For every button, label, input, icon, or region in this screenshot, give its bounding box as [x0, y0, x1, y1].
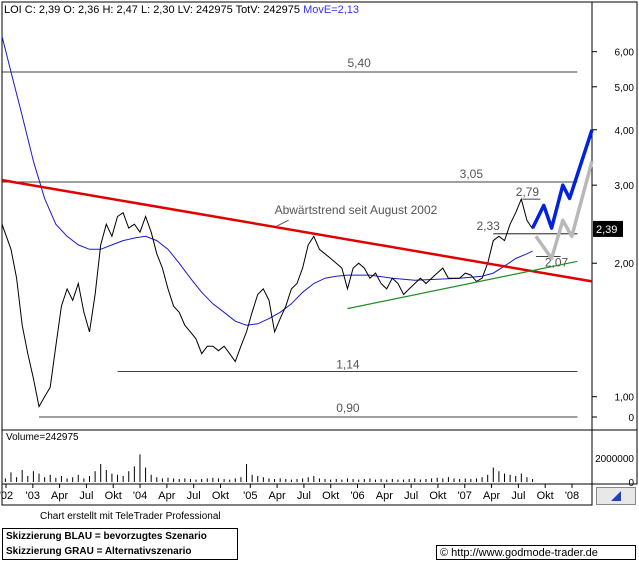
- x-tick-label: Jul: [511, 490, 525, 502]
- source-url[interactable]: © http://www.godmode-trader.de: [436, 545, 636, 560]
- x-tick-label: Okt: [105, 490, 122, 502]
- volume-label: Volume=242975: [6, 432, 79, 443]
- volume-bars: 2000000 0: [4, 454, 634, 489]
- x-tick-label: '04: [133, 490, 147, 502]
- x-tick-label: Jul: [404, 490, 418, 502]
- x-tick-label: Apr: [51, 490, 68, 502]
- moving-average-text: MovE=2,13: [303, 4, 360, 16]
- scenario-blue-line: [531, 129, 594, 230]
- horizontal-levels: 5,403,052,792,332,071,140,90Abwärtstrend…: [2, 56, 578, 418]
- level-label: 5,40: [347, 56, 371, 70]
- moving-average-line: [1, 36, 533, 326]
- level-label: 2,79: [516, 185, 540, 199]
- level-label: 1,14: [336, 357, 360, 371]
- x-tick-label: Jul: [187, 490, 201, 502]
- legend-blue-text: Skizzierung BLAU = bevorzugtes Szenario: [6, 531, 207, 542]
- x-tick-label: '07: [458, 490, 472, 502]
- volume-tick-label: 0: [628, 478, 634, 489]
- last-price-label: 2,39: [596, 224, 617, 236]
- scenario-gray-line: [534, 160, 594, 261]
- x-tick-label: Okt: [429, 490, 446, 502]
- level-label: 0,90: [336, 401, 360, 415]
- x-tick-label: '02: [0, 490, 13, 502]
- volume-plot-frame: [1, 429, 593, 485]
- x-tick-label: Okt: [537, 490, 554, 502]
- x-tick-label: Apr: [483, 490, 500, 502]
- y-tick-label: 1,00: [615, 393, 635, 404]
- scenario-legend: Skizzierung BLAU = bevorzugtes Szenario …: [2, 528, 238, 560]
- support-line: [347, 260, 578, 310]
- y-tick-label: 0: [628, 413, 634, 424]
- y-axis-panel: [591, 1, 638, 431]
- series-group: [1, 36, 594, 409]
- quote-header: LOI C: 2,39 O: 2,36 H: 2,47 L: 2,30 LV: …: [4, 4, 359, 16]
- last-price-badge: [593, 220, 623, 237]
- x-tick-label: '08: [565, 490, 579, 502]
- x-tick-label: Apr: [376, 490, 393, 502]
- arrow-icon: [611, 491, 621, 501]
- x-tick-label: Apr: [269, 490, 286, 502]
- level-label: 3,05: [460, 167, 484, 181]
- legend-gray-text: Skizzierung GRAU = Alternativszenario: [6, 546, 192, 557]
- annotation-arrow: [276, 219, 289, 227]
- x-tick-label: Apr: [158, 490, 175, 502]
- x-axis-panel: [1, 483, 593, 506]
- y-tick-label: 3,00: [615, 181, 635, 192]
- level-label: 2,33: [476, 219, 500, 233]
- volume-tick-label: 2000000: [595, 454, 634, 465]
- chart-credit: Chart erstellt mit TeleTrader Profession…: [40, 511, 221, 522]
- x-tick-label: '05: [243, 490, 257, 502]
- price-line: [1, 197, 534, 409]
- scroll-right-button[interactable]: [596, 487, 636, 505]
- x-tick-label: Jul: [297, 490, 311, 502]
- x-tick-label: Okt: [322, 490, 339, 502]
- y-axis-ticks: 6,00 5,00 4,00 3,00 2,00 1,00 0 2,39: [592, 48, 634, 424]
- x-tick-label: '03: [26, 490, 40, 502]
- y-tick-label: 2,00: [615, 259, 635, 270]
- downtrend-line: [1, 178, 593, 283]
- y-tick-label: 6,00: [615, 48, 635, 59]
- main-plot-frame: [1, 1, 593, 431]
- x-tick-label: Okt: [212, 490, 229, 502]
- x-tick-label: '06: [350, 490, 364, 502]
- y-tick-label: 5,00: [615, 83, 635, 94]
- x-tick-label: Jul: [79, 490, 93, 502]
- volume-y-axis-panel: [591, 429, 638, 485]
- x-axis-ticks: '02 '03 Apr Jul Okt '04 Apr Jul Okt '05 Apr Jul Okt '…: [0, 484, 579, 502]
- ohlc-text: LOI C: 2,39 O: 2,36 H: 2,47 L: 2,30 LV: …: [4, 4, 300, 16]
- y-tick-label: 4,00: [615, 126, 635, 137]
- annotation-text: Abwärtstrend seit August 2002: [275, 203, 438, 217]
